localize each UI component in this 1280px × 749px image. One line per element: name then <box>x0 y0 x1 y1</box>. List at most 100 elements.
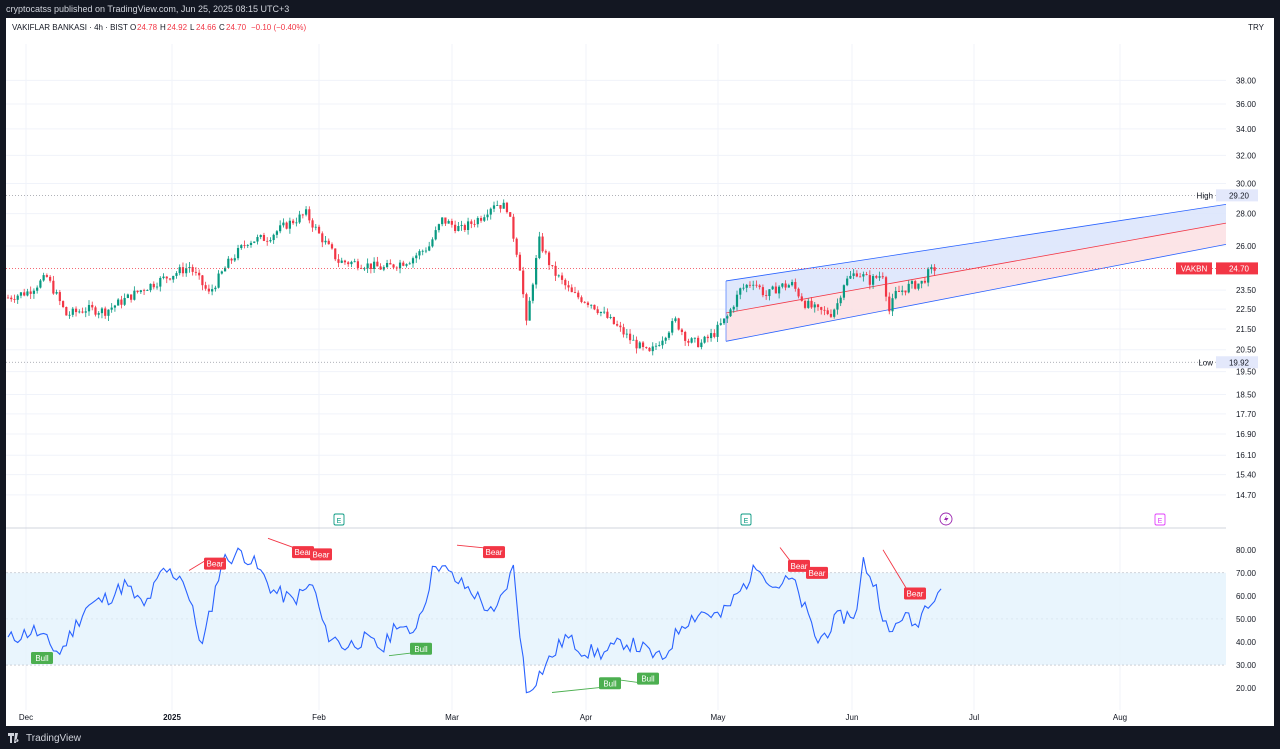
candle-body <box>178 267 181 274</box>
candle-body <box>700 342 703 348</box>
candle-body <box>573 292 577 293</box>
candle-body <box>846 278 849 286</box>
candle-body <box>334 248 337 260</box>
candle-body <box>842 285 846 298</box>
candle-body <box>327 240 330 245</box>
price-tick-label: 17.70 <box>1236 410 1257 419</box>
price-tick-label: 26.00 <box>1236 242 1257 251</box>
candle-body <box>661 340 664 346</box>
candle-body <box>295 222 298 224</box>
footer-brand: TradingView <box>26 732 82 744</box>
candle-body <box>914 281 917 289</box>
candle-body <box>340 260 343 263</box>
rsi-tick-label: 80.00 <box>1236 546 1257 555</box>
candle-body <box>330 244 334 249</box>
high-value-badge <box>1216 189 1258 202</box>
candle-body <box>917 283 920 289</box>
currency-label: TRY <box>1248 23 1265 32</box>
published-text: cryptocatss published on TradingView.com… <box>6 4 290 14</box>
candle-body <box>803 300 807 308</box>
symbol-badge <box>1176 262 1212 275</box>
bull-label-badge <box>637 672 659 685</box>
candle-body <box>933 267 936 271</box>
candle-body <box>36 287 39 291</box>
price-tick-label: 38.00 <box>1236 76 1257 85</box>
rsi-axis[interactable]: 80.00 70.00 60.00 50.00 40.00 30.00 20.00 <box>1236 546 1257 693</box>
bear-label-text: Bear <box>207 560 224 569</box>
channel-upper-fill <box>726 204 1226 314</box>
candle-body <box>684 331 687 341</box>
candle-body <box>214 287 217 290</box>
price-tick-label: 14.70 <box>1236 491 1257 500</box>
candle-body <box>528 300 531 321</box>
candle-body <box>266 240 269 242</box>
candle-body <box>288 220 291 229</box>
candle-body <box>55 292 58 294</box>
candle-body <box>126 294 129 298</box>
bull-label-badge <box>410 642 432 655</box>
candle-body <box>382 267 385 270</box>
candle-body <box>518 254 522 271</box>
low-value-badge <box>1216 356 1258 369</box>
price-tick-label: 28.00 <box>1236 210 1257 219</box>
candle-body <box>745 284 748 288</box>
earnings-marker <box>333 513 345 526</box>
candle-body <box>172 275 175 280</box>
regression-channel[interactable] <box>725 204 1227 342</box>
price-axis[interactable]: 38.00 36.00 34.00 32.00 30.00 28.00 26.00 23.50… <box>1236 76 1257 500</box>
candle-body <box>256 237 259 242</box>
candle-body <box>23 292 26 296</box>
price-tick-label: 30.00 <box>1236 180 1257 189</box>
candle-body <box>884 277 888 297</box>
time-axis[interactable]: Dec 2025 Feb Mar Apr May Jun Jul Aug <box>19 713 1127 722</box>
candle-body <box>687 340 690 343</box>
candle-body <box>457 226 460 231</box>
candle-body <box>560 275 564 280</box>
candle-body <box>722 318 726 324</box>
candle-body <box>826 310 829 314</box>
candle-body <box>674 318 677 322</box>
candle-body <box>149 283 152 291</box>
candle-body <box>139 290 142 293</box>
candle-body <box>285 222 288 229</box>
candle-body <box>421 250 424 252</box>
candle-body <box>437 224 441 231</box>
candle-body <box>564 279 567 286</box>
tradingview-logo-icon <box>8 733 21 743</box>
price-labels: High 29.20 Low 19.92 VAKBN 24.70 <box>1176 189 1258 369</box>
bear-label-badge <box>310 548 332 561</box>
chart-svg[interactable]: VAKIFLAR BANKASI · 4h · BIST O 24.78 H 2… <box>6 18 1274 726</box>
candle-body <box>466 221 470 231</box>
rsi-tick-label: 50.00 <box>1236 615 1257 624</box>
future-earnings-marker <box>1154 513 1166 526</box>
candle-body <box>551 265 554 266</box>
candle-body <box>110 307 113 310</box>
candle-body <box>509 212 512 217</box>
candle-body <box>324 240 327 243</box>
rsi-tick-label: 70.00 <box>1236 569 1257 578</box>
candle-body <box>531 284 534 301</box>
candle-body <box>220 271 223 274</box>
candle-body <box>596 309 599 314</box>
candle-body <box>68 314 71 316</box>
channel-lower-fill <box>726 223 1226 342</box>
candle-body <box>272 234 275 241</box>
candle-body <box>823 309 826 311</box>
candle-body <box>385 263 389 268</box>
reference-lines <box>6 194 1226 363</box>
candle-body <box>249 242 253 246</box>
candle-body <box>787 285 790 288</box>
lightning-icon <box>944 515 949 523</box>
candle-body <box>207 288 210 292</box>
candle-body <box>499 205 502 209</box>
candle-body <box>91 304 94 308</box>
bull-divergence-line <box>609 678 641 684</box>
candle-body <box>201 275 204 286</box>
earnings-marker-label: E <box>337 518 342 525</box>
time-tick-label: Feb <box>312 713 326 722</box>
candle-body <box>136 290 139 293</box>
candle-body <box>606 311 609 318</box>
candle-body <box>204 285 207 289</box>
